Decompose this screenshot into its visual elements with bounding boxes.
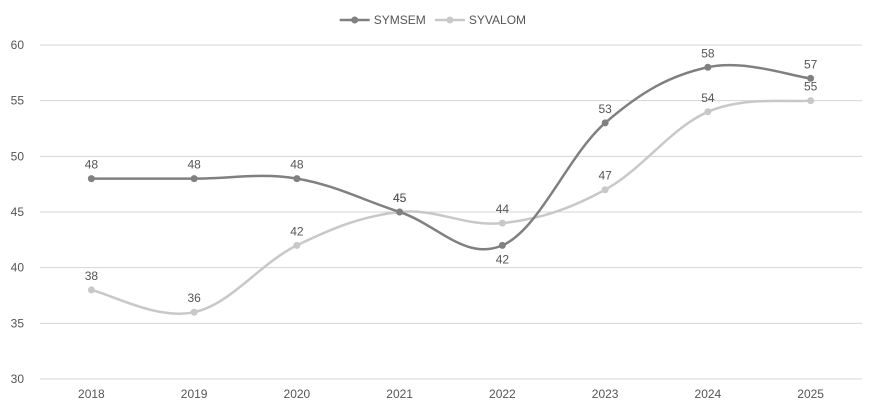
legend-item-syvalom: SYVALOM [434,13,526,27]
point-symsem [190,175,198,183]
point-symsem [396,208,404,216]
data-label-symsem: 48 [290,158,304,172]
point-symsem [601,119,609,127]
point-symsem [807,74,815,82]
x-axis-ticks: 2018 2019 2020 2021 2022 2023 2024 2025 [78,387,824,401]
legend: SYMSEM SYVALOM [339,13,526,27]
data-label-symsem: 53 [598,102,612,116]
x-tick-label: 2021 [386,387,413,401]
data-label-symsem: 58 [701,46,715,60]
data-label-symsem: 45 [393,191,407,205]
x-tick-label: 2024 [695,387,722,401]
data-label-syvalom: 36 [187,291,201,305]
legend-item-symsem: SYMSEM [339,13,426,27]
data-label-symsem: 48 [85,158,99,172]
y-tick-label: 40 [11,261,25,275]
legend-marker-syvalom [446,16,454,24]
x-tick-label: 2018 [78,387,105,401]
gridlines [40,44,862,380]
x-tick-label: 2022 [489,387,516,401]
data-label-syvalom: 42 [290,224,304,238]
y-tick-label: 30 [11,372,25,386]
y-tick-label: 35 [11,316,25,330]
point-syvalom [87,286,95,294]
y-tick-label: 55 [11,94,25,108]
y-axis-ticks: 30 35 40 45 50 55 60 [11,38,25,386]
point-symsem [704,63,712,71]
point-syvalom [498,219,506,227]
x-tick-label: 2019 [181,387,208,401]
legend-label-syvalom: SYVALOM [469,13,526,27]
series-markers [87,63,815,316]
point-syvalom [190,308,198,316]
point-syvalom [601,186,609,194]
y-tick-label: 45 [11,205,25,219]
data-label-syvalom: 45 [393,191,407,205]
series-line-symsem [90,63,812,251]
data-label-symsem: 48 [187,158,201,172]
data-label-syvalom: 54 [701,91,715,105]
x-tick-label: 2025 [797,387,824,401]
data-label-syvalom: 38 [85,269,99,283]
y-tick-label: 50 [11,149,25,163]
data-label-syvalom: 44 [496,202,510,216]
series-line-syvalom [90,99,812,315]
legend-label-symsem: SYMSEM [374,13,426,27]
point-syvalom [807,97,815,105]
x-tick-label: 2023 [592,387,619,401]
series-lines [90,63,812,315]
data-label-symsem: 57 [804,57,818,71]
y-tick-label: 60 [11,38,25,52]
point-symsem [87,175,95,183]
x-tick-label: 2020 [284,387,311,401]
legend-marker-symsem [351,16,359,24]
point-symsem [498,241,506,249]
data-label-syvalom: 47 [598,169,612,183]
point-syvalom [293,241,301,249]
point-syvalom [704,108,712,116]
data-label-syvalom: 55 [804,80,818,94]
data-label-symsem: 42 [496,252,510,266]
point-symsem [293,175,301,183]
